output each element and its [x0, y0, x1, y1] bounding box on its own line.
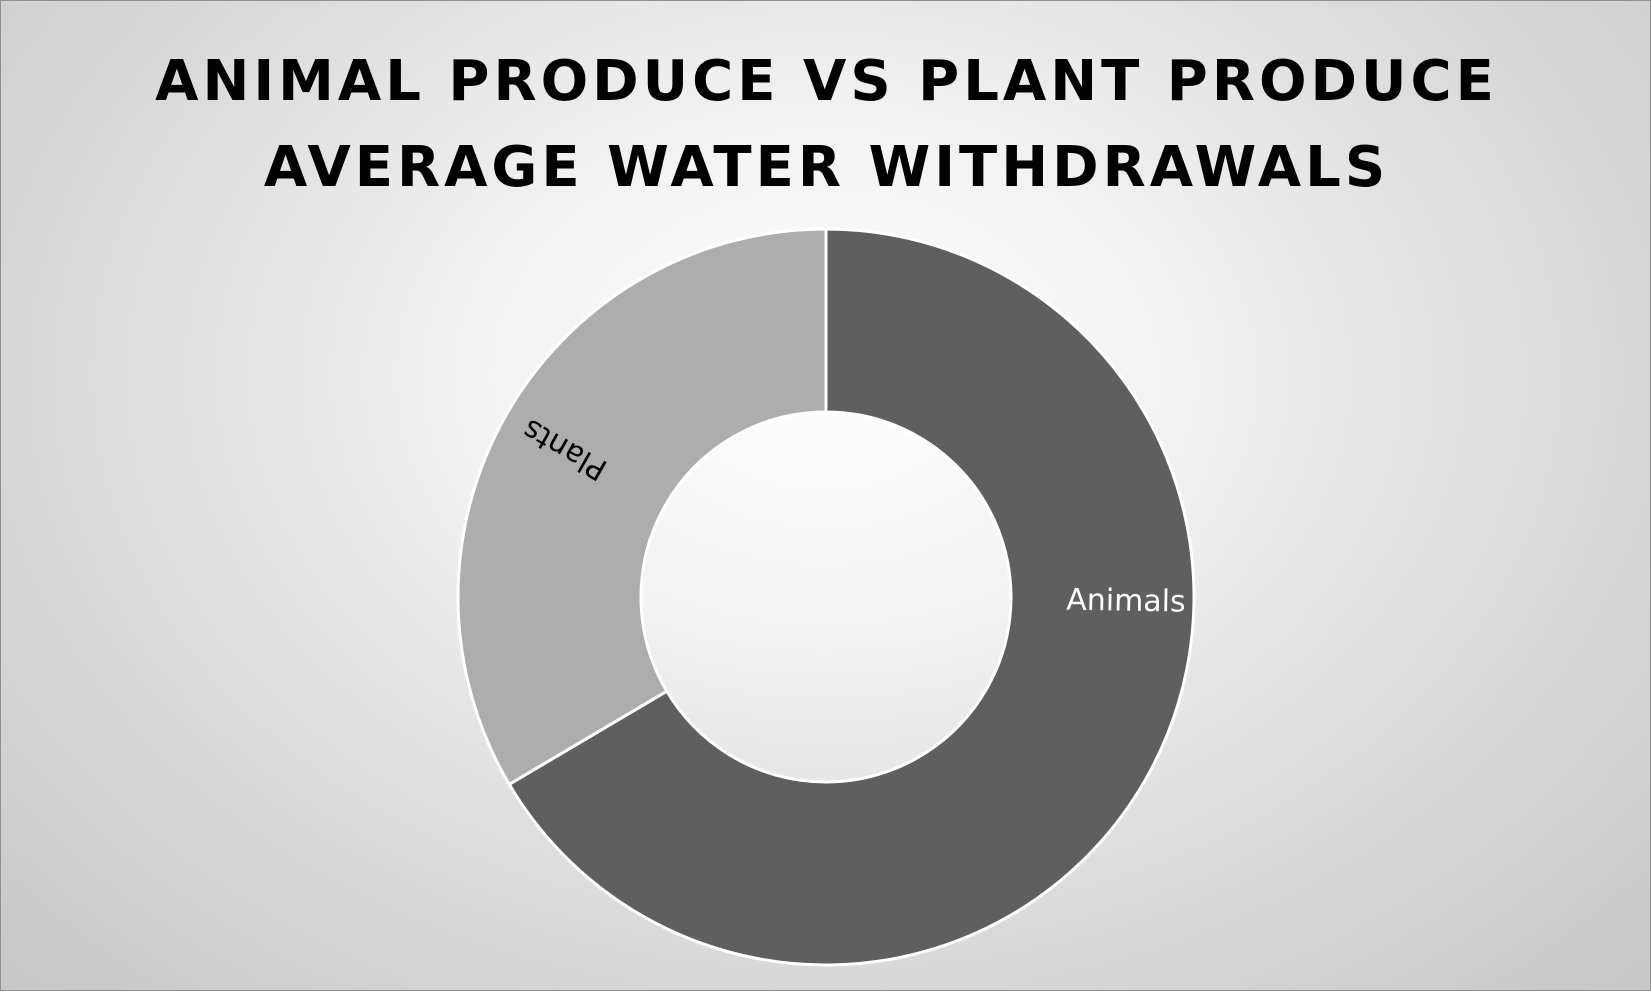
chart-title-line-1: ANIMAL PRODUCE VS PLANT PRODUCE: [155, 49, 1498, 114]
donut-slice-plants: [456, 227, 828, 787]
chart-title-line-2: AVERAGE WATER WITHDRAWALS: [263, 135, 1390, 200]
slice-label-animals: Animals: [1066, 583, 1186, 620]
donut-slice-animals: [507, 227, 1196, 967]
chart-title: ANIMAL PRODUCE VS PLANT PRODUCE AVERAGE …: [1, 39, 1651, 211]
